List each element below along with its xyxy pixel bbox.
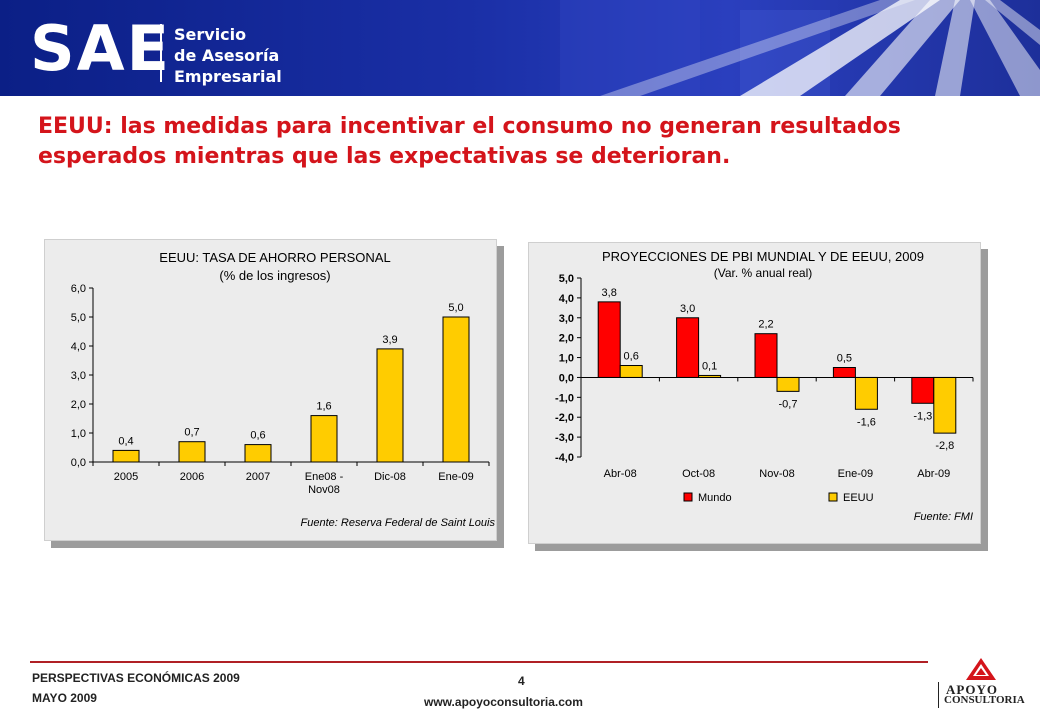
data-label: 0,4: [118, 435, 133, 447]
legend-swatch-mundo: [683, 492, 693, 502]
apoyo-logo-line-2: CONSULTORIA: [944, 694, 1025, 706]
apoyo-logo-icon: [966, 658, 996, 680]
data-label: 1,6: [316, 401, 331, 413]
bar: [178, 441, 206, 463]
chart-source: Fuente: Reserva Federal de Saint Louis: [301, 517, 496, 529]
logo-subtitle-line: Empresarial: [174, 67, 282, 86]
y-tick-label: 1,0: [71, 428, 86, 440]
legend-label-mundo: Mundo: [698, 492, 732, 504]
data-label: 3,8: [602, 287, 617, 299]
footer-divider: [30, 661, 928, 663]
bar: [310, 415, 338, 463]
gdp-projections-chart-panel: PROYECCIONES DE PBI MUNDIAL Y DE EEUU, 2…: [528, 242, 981, 544]
eeuu-bar: [933, 376, 957, 434]
data-label: -2,8: [935, 440, 954, 452]
y-tick-label: 5,0: [71, 312, 86, 324]
x-tick-label: Ene08 -: [305, 471, 344, 483]
apoyo-logo-rule: [938, 682, 939, 708]
banner-light-rays: [560, 0, 1040, 96]
eeuu-bar: [854, 376, 878, 410]
chart-source: Fuente: FMI: [914, 511, 973, 523]
y-tick-label: -4,0: [555, 452, 574, 464]
logo-subtitle-line: Servicio: [174, 25, 247, 44]
page-number: 4: [518, 674, 525, 688]
sae-logo: SAE: [30, 12, 171, 85]
data-label: 0,5: [837, 353, 852, 365]
x-tick-label: Dic-08: [374, 471, 406, 483]
slide-headline: EEUU: las medidas para incentivar el con…: [38, 112, 1028, 172]
logo-subtitle: Servicio de Asesoría Empresarial: [174, 24, 282, 87]
y-tick-label: 2,0: [559, 333, 574, 345]
y-tick-label: 5,0: [559, 273, 574, 285]
data-label: 5,0: [448, 302, 463, 314]
logo-divider: [160, 24, 162, 82]
data-label: 0,7: [184, 427, 199, 439]
legend-label-eeuu: EEUU: [843, 492, 874, 504]
x-tick-label: Nov-08: [759, 468, 794, 480]
gdp-projections-chart: PROYECCIONES DE PBI MUNDIAL Y DE EEUU, 2…: [555, 249, 974, 523]
data-label: -1,6: [857, 416, 876, 428]
savings-rate-chart-panel: EEUU: TASA DE AHORRO PERSONAL (% de los i…: [44, 239, 497, 541]
y-tick-label: -1,0: [555, 392, 574, 404]
x-tick-label: Abr-09: [917, 468, 950, 480]
data-label: -0,7: [779, 398, 798, 410]
mundo-bar: [754, 333, 778, 378]
y-tick-label: 3,0: [71, 370, 86, 382]
x-tick-label: Ene-09: [838, 468, 873, 480]
data-label: 3,0: [680, 303, 695, 315]
data-label: -1,3: [913, 410, 932, 422]
apoyo-logo-line-1: APOYO: [946, 682, 998, 697]
eeuu-bar: [619, 365, 643, 378]
data-label: 0,1: [702, 360, 717, 372]
data-label: 0,6: [624, 351, 639, 363]
chart-subtitle: (Var. % anual real): [714, 266, 813, 280]
header-banner: SAE Servicio de Asesoría Empresarial: [0, 0, 1040, 96]
bar: [112, 449, 140, 463]
eeuu-bar: [776, 376, 800, 392]
y-tick-label: 2,0: [71, 399, 86, 411]
x-tick-label: 2005: [114, 471, 138, 483]
y-tick-label: 4,0: [559, 293, 574, 305]
chart-title: PROYECCIONES DE PBI MUNDIAL Y DE EEUU, 2…: [602, 249, 924, 264]
y-tick-label: 4,0: [71, 341, 86, 353]
x-tick-label: Abr-08: [604, 468, 637, 480]
x-tick-label: Oct-08: [682, 468, 715, 480]
bar: [376, 348, 404, 463]
y-tick-label: 0,0: [559, 372, 574, 384]
x-tick-label: Nov08: [308, 484, 340, 496]
savings-rate-chart: EEUU: TASA DE AHORRO PERSONAL (% de los i…: [71, 250, 496, 529]
data-label: 3,9: [382, 334, 397, 346]
footer-url[interactable]: www.apoyoconsultoria.com: [424, 695, 583, 709]
y-tick-label: 6,0: [71, 283, 86, 295]
headline-line-1: EEUU: las medidas para incentivar el con…: [38, 114, 901, 139]
y-tick-label: -3,0: [555, 432, 574, 444]
footer-report-title: PERSPECTIVAS ECONÓMICAS 2009: [32, 671, 240, 685]
y-tick-label: 3,0: [559, 313, 574, 325]
data-label: 0,6: [250, 430, 265, 442]
chart-title: EEUU: TASA DE AHORRO PERSONAL: [159, 250, 390, 265]
x-tick-label: 2006: [180, 471, 204, 483]
mundo-bar: [911, 376, 935, 404]
y-tick-label: 0,0: [71, 457, 86, 469]
legend-swatch-eeuu: [828, 492, 838, 502]
y-tick-label: 1,0: [559, 353, 574, 365]
y-tick-label: -2,0: [555, 412, 574, 424]
footer-date: MAYO 2009: [32, 691, 97, 705]
x-tick-label: Ene-09: [438, 471, 473, 483]
headline-line-2: esperados mientras que las expectativas …: [38, 144, 731, 169]
mundo-bar: [676, 317, 700, 378]
bar: [244, 444, 272, 463]
mundo-bar: [597, 301, 621, 378]
data-label: 2,2: [758, 319, 773, 331]
logo-subtitle-line: de Asesoría: [174, 46, 280, 65]
chart-subtitle: (% de los ingresos): [219, 268, 330, 283]
x-tick-label: 2007: [246, 471, 270, 483]
mundo-bar: [832, 367, 856, 378]
bar: [442, 316, 470, 463]
